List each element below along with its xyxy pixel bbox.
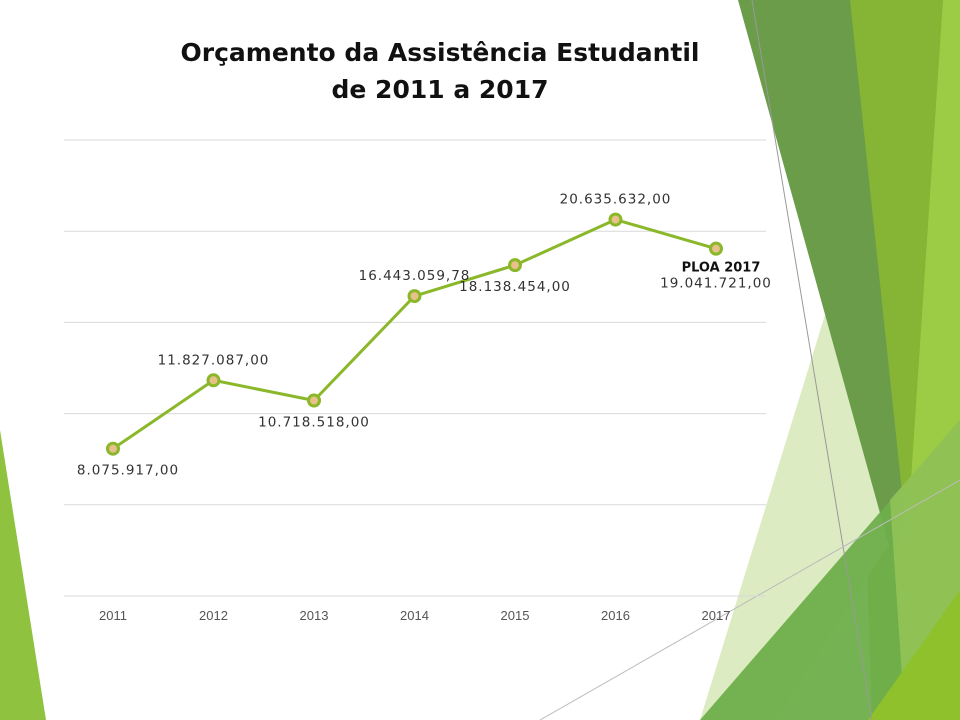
left-green-triangle — [0, 430, 46, 720]
x-tick-label: 2017 — [702, 608, 731, 623]
x-tick-label: 2016 — [601, 608, 630, 623]
data-label: 19.041.721,00 — [660, 276, 772, 292]
chart-title-line1: Orçamento da Assistência Estudantil — [180, 38, 700, 67]
thin-diagonal-line-2 — [539, 479, 960, 720]
data-point — [508, 258, 522, 273]
bottom-right-bright — [868, 590, 960, 720]
data-point — [106, 441, 120, 456]
series-line — [112, 218, 717, 450]
annotation-label: PLOA 2017 — [682, 261, 761, 276]
thin-diagonal-line — [751, 0, 873, 720]
chart-title: Orçamento da Assistência Estudantil de 2… — [100, 34, 780, 108]
data-point — [206, 373, 221, 388]
data-label: 8.075.917,00 — [77, 463, 179, 479]
data-label: 11.827.087,00 — [158, 352, 270, 368]
data-point — [709, 241, 723, 256]
data-label: 18.138.454,00 — [459, 279, 571, 295]
x-tick-label: 2014 — [400, 608, 429, 623]
x-tick-label: 2011 — [99, 608, 127, 623]
x-tick-label: 2012 — [199, 608, 228, 623]
x-tick-label: 2015 — [501, 608, 530, 623]
x-tick-label: 2013 — [300, 608, 329, 623]
data-point — [307, 393, 321, 408]
dark-green-band — [738, 0, 905, 560]
data-point — [608, 212, 623, 227]
data-point — [407, 289, 422, 304]
data-label: 20.635.632,00 — [560, 192, 672, 208]
data-label: 16.443.059,78 — [359, 268, 471, 284]
data-label: 10.718.518,00 — [258, 414, 370, 430]
chart-subtitle: de 2011 a 2017 — [331, 75, 549, 104]
